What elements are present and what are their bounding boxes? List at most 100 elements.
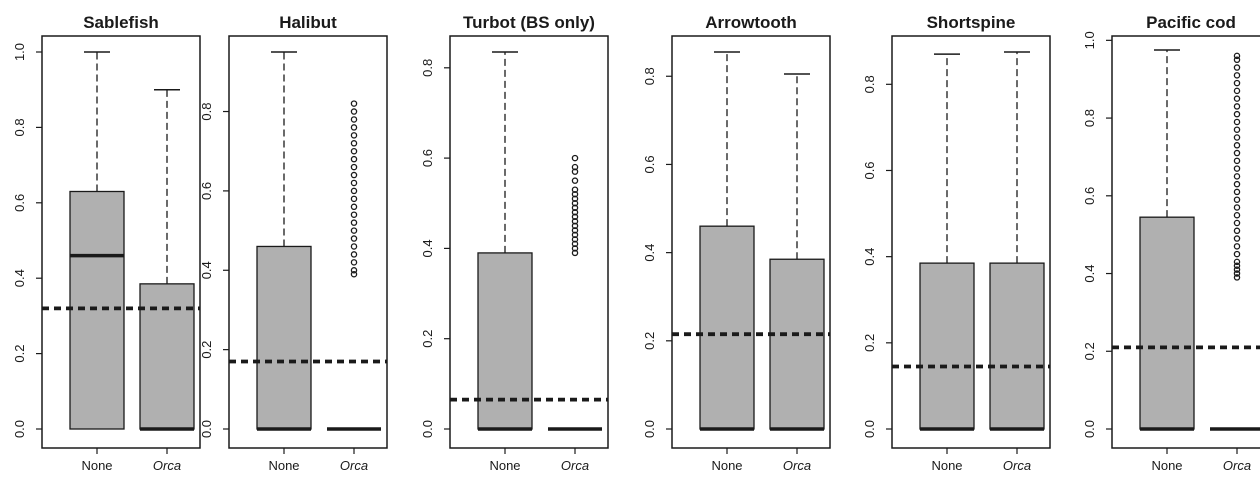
y-tick-label: 0.2 [1082, 342, 1097, 360]
y-tick-label: 0.6 [199, 182, 214, 200]
outlier-point [350, 203, 358, 211]
box-orca [1210, 52, 1260, 431]
outlier-point [1233, 235, 1241, 242]
outlier-point [350, 251, 358, 258]
y-tick-label: 0.0 [642, 420, 657, 438]
outlier-point [1233, 87, 1241, 95]
outlier-point [1233, 142, 1241, 149]
panel-title: Turbot (BS only) [463, 13, 595, 32]
outlier-point [350, 155, 358, 163]
outlier-point [1233, 79, 1241, 87]
x-category-label: None [489, 458, 520, 473]
outlier-point [350, 163, 358, 171]
outlier-point [571, 209, 579, 216]
outlier-point [350, 243, 358, 250]
outlier-point [350, 140, 358, 147]
panel-title: Halibut [279, 13, 337, 32]
outlier-point [350, 259, 358, 266]
panel-title: Pacific cod [1146, 13, 1236, 32]
y-tick-label: 0.8 [199, 102, 214, 120]
y-tick-label: 0.4 [12, 269, 27, 287]
outlier-point [1233, 204, 1241, 211]
outlier-point [1233, 266, 1241, 273]
panel-1: Halibut 0.0 0.2 0.4 0.6 0.8 None Orca [199, 13, 388, 473]
outlier-point [571, 213, 579, 221]
outlier-point [1233, 103, 1241, 110]
outlier-point [571, 222, 579, 230]
x-category-label: Orca [1003, 458, 1031, 473]
plot-frame [449, 35, 609, 449]
y-tick-label: 0.6 [420, 149, 435, 167]
outlier-point [571, 154, 579, 162]
outlier-point [1233, 165, 1241, 172]
y-tick-label: 0.0 [862, 420, 877, 438]
outlier-point [1233, 258, 1241, 266]
x-category-label: Orca [153, 458, 181, 473]
y-tick-label: 0.0 [12, 420, 27, 438]
panel-4: Shortspine 0.0 0.2 0.4 0.6 0.8 None Orca [862, 13, 1051, 473]
outlier-point [571, 168, 579, 175]
x-category-label: None [931, 458, 962, 473]
box-iqr [769, 258, 825, 430]
box-iqr [919, 262, 975, 430]
x-category-label: Orca [1223, 458, 1251, 473]
plot-frame [228, 35, 388, 449]
y-tick-label: 0.2 [12, 345, 27, 363]
outlier-point [350, 267, 358, 274]
y-tick-label: 0.8 [642, 67, 657, 85]
outlier-point [571, 186, 579, 193]
y-tick-label: 1.0 [1082, 31, 1097, 49]
x-category-label: Orca [561, 458, 589, 473]
y-tick-label: 0.2 [199, 341, 214, 359]
x-category-label: None [1151, 458, 1182, 473]
box-orca [139, 88, 195, 431]
y-tick-label: 0.2 [642, 332, 657, 350]
panel-2: Turbot (BS only) 0.0 0.2 0.4 0.6 0.8 None Orca [420, 13, 609, 473]
outlier-point [1233, 262, 1241, 270]
box-iqr [1139, 216, 1195, 430]
outlier-point [1233, 95, 1241, 102]
x-category-label: None [268, 458, 299, 473]
outlier-point [1233, 134, 1241, 141]
outlier-point [1233, 126, 1241, 133]
x-category-label: Orca [340, 458, 368, 473]
panel-title: Sablefish [83, 13, 159, 32]
outlier-point [350, 235, 358, 242]
y-tick-label: 0.4 [420, 239, 435, 257]
box-none [69, 51, 125, 430]
y-tick-label: 0.4 [199, 261, 214, 279]
outlier-point [350, 179, 358, 187]
y-tick-label: 0.4 [862, 248, 877, 266]
outlier-point [1233, 270, 1241, 277]
outlier-point [1233, 72, 1241, 79]
outlier-point [571, 245, 579, 252]
outlier-point [1233, 196, 1241, 203]
panel-5: Pacific cod 0.0 0.2 0.4 0.6 0.8 1.0 None Orca [1082, 13, 1260, 473]
outlier-point [350, 116, 358, 123]
panel-3: Arrowtooth 0.0 0.2 0.4 0.6 0.8 None Orca [642, 13, 831, 473]
x-category-label: None [81, 458, 112, 473]
outlier-point [1233, 211, 1241, 219]
box-none [699, 51, 755, 431]
outlier-point [571, 177, 579, 184]
y-tick-label: 0.8 [862, 75, 877, 93]
outlier-point [571, 236, 579, 243]
outlier-point [571, 227, 579, 234]
outlier-point [1233, 56, 1241, 64]
y-tick-label: 0.4 [642, 244, 657, 262]
outlier-point [1233, 118, 1241, 126]
y-tick-label: 0.2 [420, 330, 435, 348]
outlier-point [571, 195, 579, 202]
outlier-point [571, 240, 579, 248]
outlier-point [1233, 64, 1241, 71]
box-orca [327, 100, 381, 431]
panel-0: Sablefish 0.0 0.2 0.4 0.6 0.8 1.0 None Orca [12, 13, 201, 473]
box-orca [769, 73, 825, 431]
box-none [919, 53, 975, 431]
outlier-point [1233, 274, 1241, 281]
box-iqr [477, 252, 533, 430]
outlier-point [1233, 250, 1241, 258]
box-iqr [139, 283, 195, 430]
plot-frame [41, 35, 201, 449]
